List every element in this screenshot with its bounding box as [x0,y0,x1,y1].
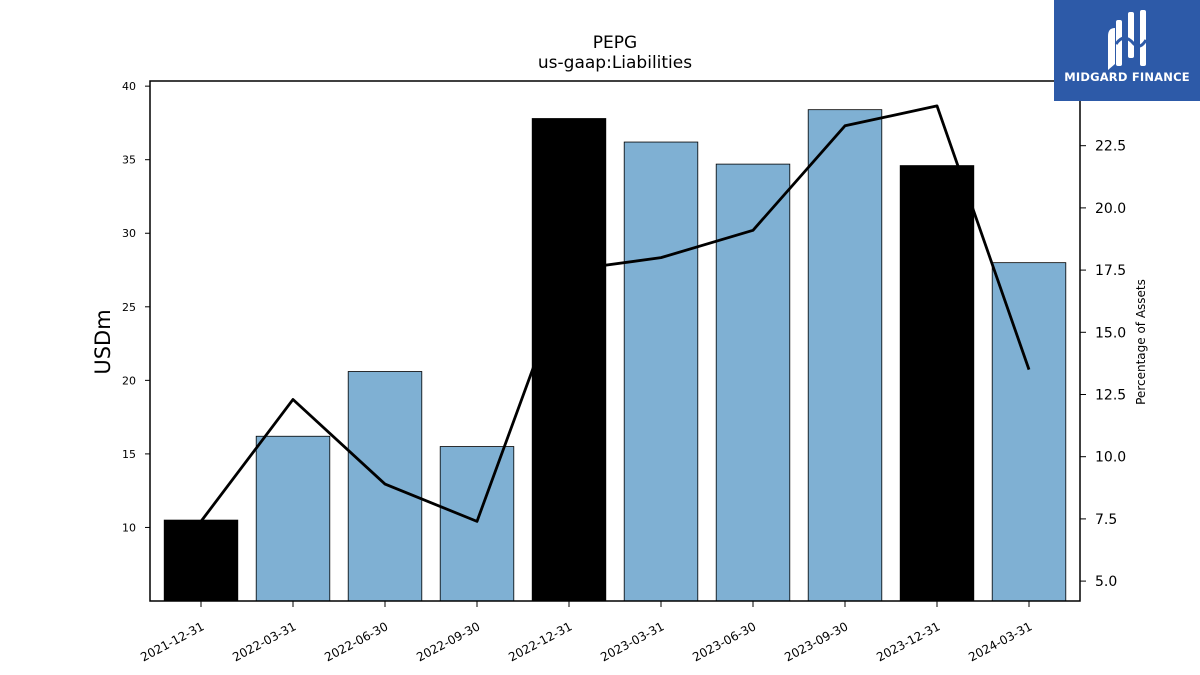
plot-frame [149,80,1081,602]
x-tick-label: 2023-12-31 [874,619,942,664]
brand-logo: MIDGARD FINANCE [1054,0,1200,101]
bar [347,371,423,602]
y-right-tick-label: 5.0 [1095,574,1117,590]
y-tick-label: 10 [122,521,136,534]
x-tick-label: 2024-03-31 [966,619,1034,664]
x-tick-label: 2022-12-31 [506,619,574,664]
y-right-tick-label: 20.0 [1095,201,1126,217]
y-right-tick-label: 22.5 [1095,139,1126,155]
y-tick-label: 35 [122,154,136,167]
x-tick-label: 2023-09-30 [782,619,850,664]
y-right-tick-label: 15.0 [1095,325,1126,341]
x-tick-label: 2022-06-30 [322,619,390,664]
bar [991,262,1067,602]
chart-marks: 10 15 20 25 30 35 40 5.0 7.5 10.0 12.5 15.0 17.5 20.0… [122,80,1126,664]
x-tick-label: 2022-03-31 [230,619,298,664]
y-tick-label: 30 [122,227,136,240]
y-tick-label: 20 [122,374,136,387]
bar [531,118,607,602]
y-tick-label: 40 [122,80,136,93]
y-tick-label: 25 [122,301,136,314]
x-tick-label: 2022-09-30 [414,619,482,664]
bar [439,446,515,602]
logo-text: MIDGARD FINANCE [1064,70,1190,84]
bar [255,435,331,602]
y-axis-right-label: Percentage of Assets [1134,279,1148,405]
chart-subtitle: us-gaap:Liabilities [538,53,692,73]
x-tick-label: 2023-06-30 [690,619,758,664]
bar [899,165,975,602]
y-axis-label: USDm [91,309,115,374]
y-tick-label: 15 [122,448,136,461]
y-right-tick-label: 7.5 [1095,512,1117,528]
y-right-tick-label: 10.0 [1095,450,1126,466]
y-right-tick-label: 17.5 [1095,263,1126,279]
bar [623,141,699,602]
x-tick-label: 2023-03-31 [598,619,666,664]
logo-icon [1108,10,1148,70]
chart-title: PEPG [593,33,637,53]
y-right-tick-label: 12.5 [1095,387,1126,403]
bar [807,109,883,602]
x-tick-label: 2021-12-31 [138,619,206,664]
bar [163,519,239,602]
series-line [199,104,1031,523]
